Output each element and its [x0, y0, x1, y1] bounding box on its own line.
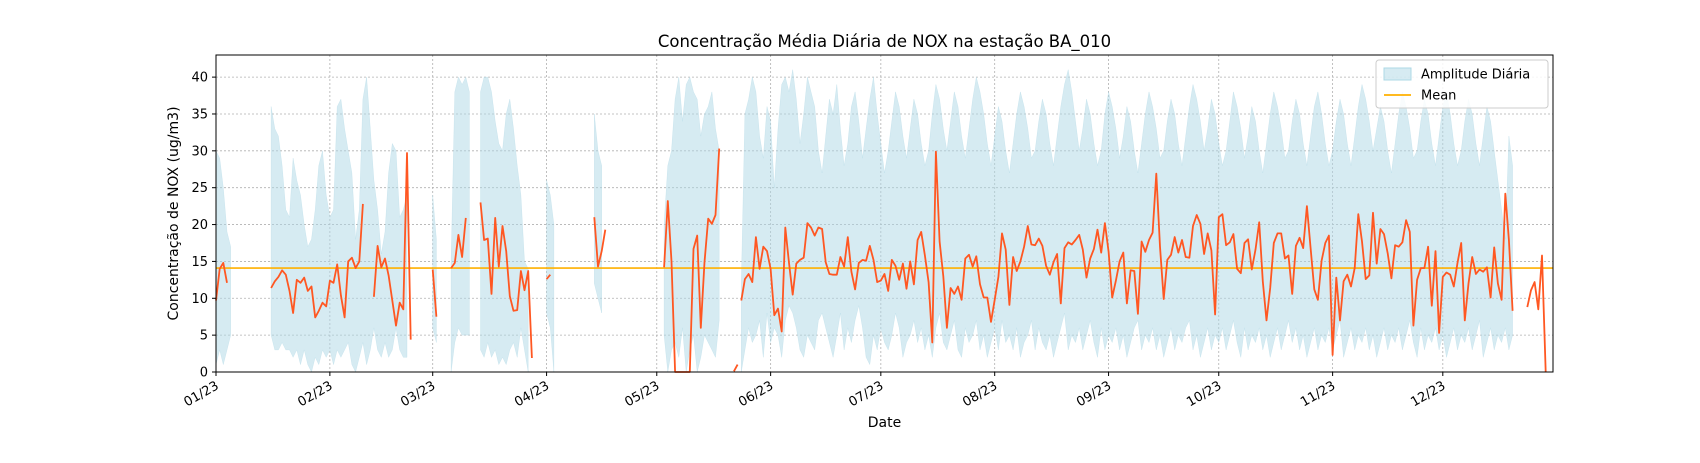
y-tick-label: 20: [191, 218, 208, 233]
amplitude-band-segment: [594, 113, 602, 314]
daily-mean-segment: [215, 261, 228, 301]
daily-mean-line-layer: [215, 148, 1547, 373]
daily-mean-segment: [450, 217, 467, 269]
y-axis-label: Concentração de NOX (ug/m3): [166, 106, 182, 320]
amplitude-band-segment: [215, 150, 231, 365]
amplitude-band-layer: [215, 69, 1513, 373]
daily-mean-segment: [1526, 254, 1547, 373]
y-tick-label: 15: [191, 255, 208, 270]
y-tick-label: 40: [191, 71, 208, 86]
amplitude-band-segment: [741, 69, 1513, 373]
y-tick-label: 10: [191, 292, 208, 307]
y-tick-label: 5: [200, 329, 208, 344]
daily-mean-segment: [663, 148, 721, 373]
daily-mean-segment: [479, 202, 533, 359]
amplitude-band-segment: [270, 77, 408, 373]
legend-swatch-band: [1383, 67, 1412, 81]
legend-label: Mean: [1421, 89, 1456, 104]
y-tick-label: 0: [200, 366, 208, 381]
amplitude-band-segment: [663, 76, 720, 373]
amplitude-band-segment: [450, 76, 470, 373]
daily-mean-segment: [593, 217, 607, 268]
y-axis: 0 5 10 15 20 25 30 35 40: [191, 71, 216, 381]
legend: Amplitude Diária Mean: [1375, 59, 1549, 109]
y-tick-label: 30: [191, 144, 208, 159]
y-tick-label: 25: [191, 181, 208, 196]
daily-mean-segment: [545, 274, 551, 280]
chart-title: Concentração Média Diária de NOX na esta…: [658, 32, 1111, 52]
daily-mean-segment: [733, 364, 739, 372]
legend-box: [1375, 59, 1549, 109]
daily-mean-segment: [270, 203, 364, 319]
legend-label: Amplitude Diária: [1421, 68, 1530, 83]
daily-mean-segment: [431, 269, 438, 317]
x-axis-label: Date: [868, 415, 901, 431]
daily-mean-segment: [373, 152, 412, 340]
plot-frame: [215, 54, 1554, 373]
daily-mean-segment: [740, 150, 1514, 356]
y-tick-label: 35: [191, 107, 208, 122]
